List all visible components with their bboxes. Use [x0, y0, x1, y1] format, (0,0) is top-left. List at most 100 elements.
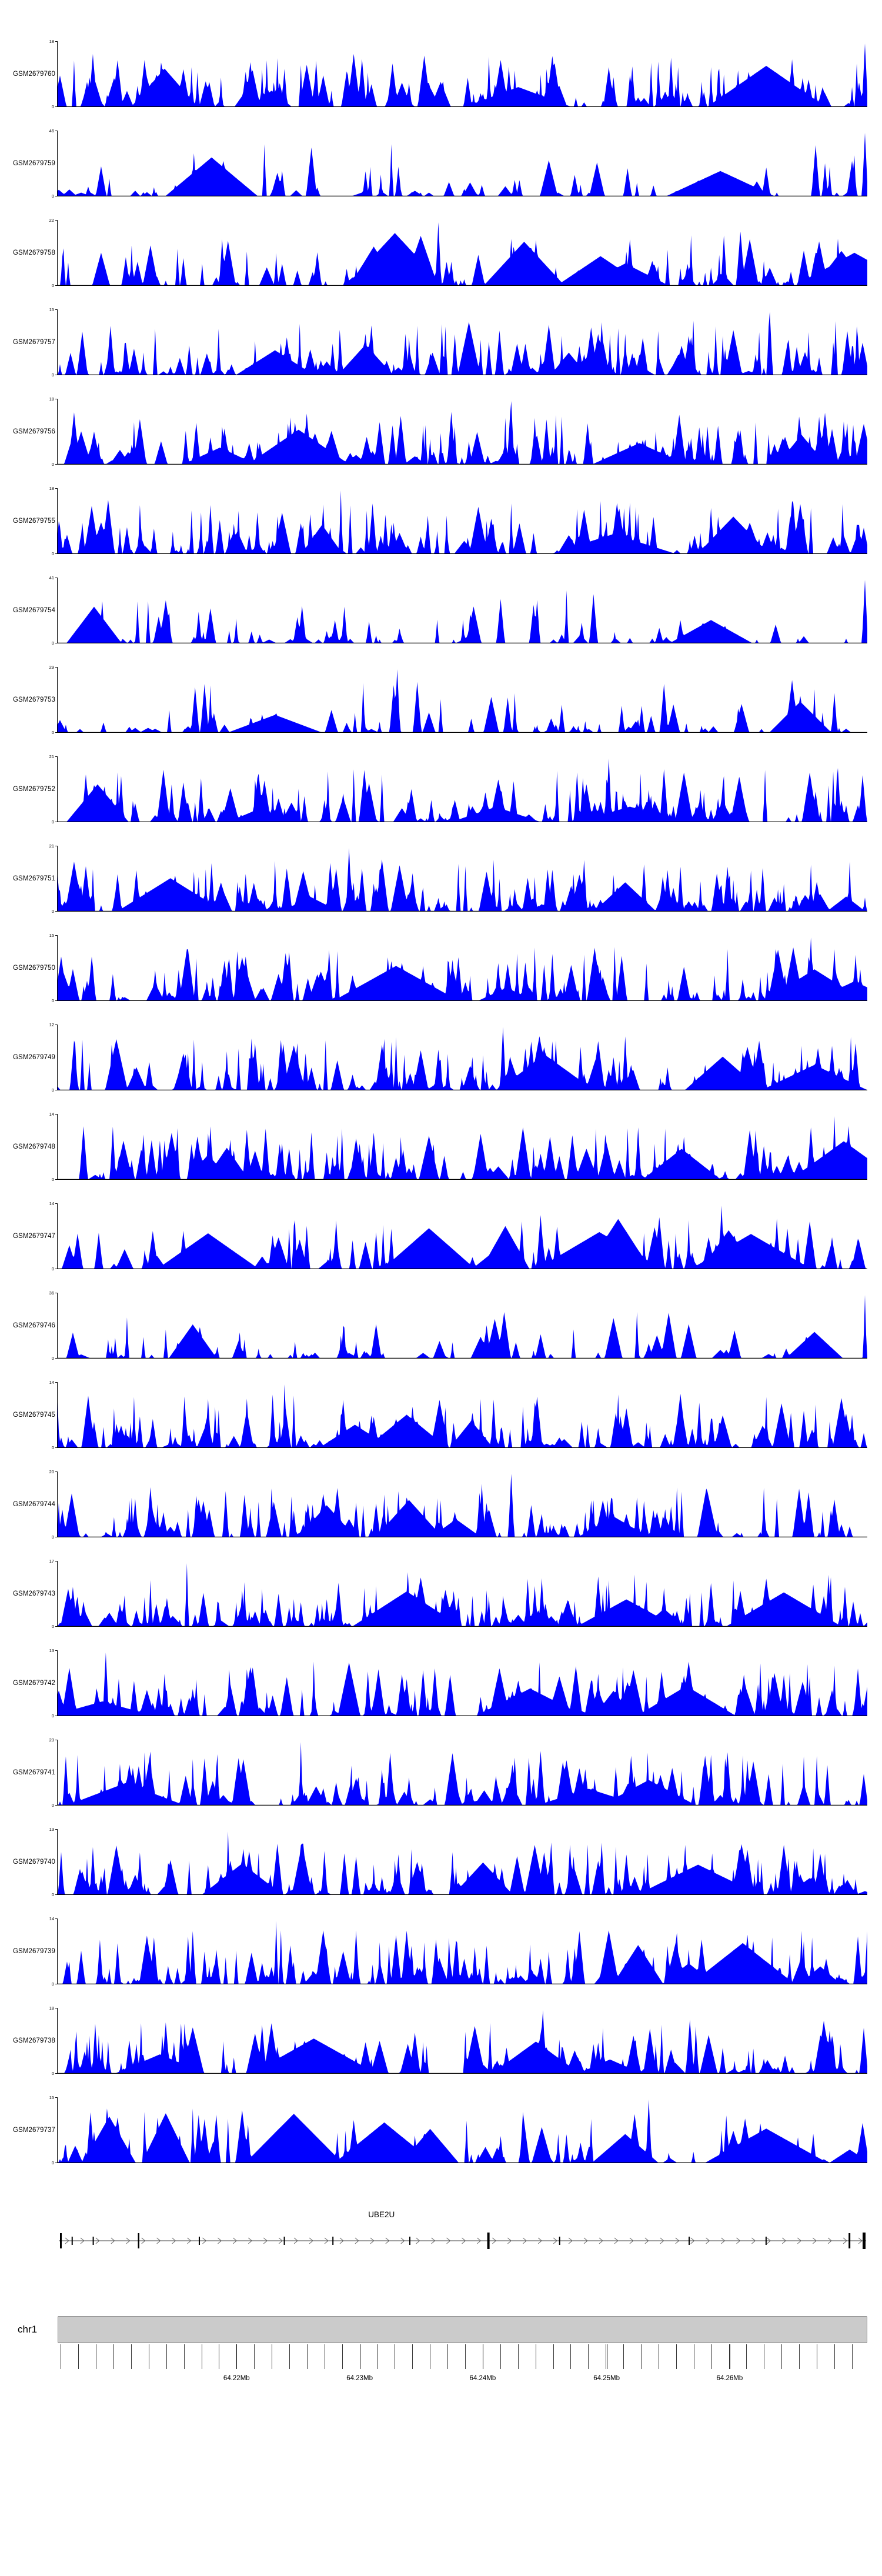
track-label: GSM2679756	[13, 428, 55, 435]
track-label: GSM2679752	[13, 786, 55, 793]
y-zero-label: 0	[51, 997, 54, 1003]
coverage-area	[58, 2100, 867, 2163]
axis-minor-tick	[289, 2344, 290, 2369]
strand-arrow-icon	[218, 2237, 222, 2244]
strand-arrow-icon	[599, 2237, 603, 2244]
coverage-area	[58, 580, 867, 643]
axis-major-tick	[236, 2344, 238, 2369]
coverage-track-row: GSM2679751 21 0	[0, 822, 882, 913]
y-max-label: 14	[49, 1111, 54, 1117]
track-label: GSM2679739	[13, 1948, 55, 1955]
y-axis-line	[57, 1114, 58, 1180]
strand-arrow-icon	[553, 2237, 557, 2244]
genome-axis: 64.22Mb 64.23Mb 64.24Mb 64.25Mb 64.26Mb	[58, 2343, 867, 2402]
y-axis: 12 0	[46, 1022, 58, 1092]
y-axis: 29 0	[46, 665, 58, 735]
coverage-plot	[58, 1829, 867, 1895]
y-zero-label: 0	[51, 640, 54, 646]
coverage-area-chart	[58, 1742, 867, 1806]
coverage-plot	[58, 1382, 867, 1448]
track-label: GSM2679746	[13, 1322, 55, 1329]
track-label: GSM2679741	[13, 1769, 55, 1776]
y-max-label: 13	[49, 1826, 54, 1832]
coverage-plot	[58, 935, 867, 1001]
coverage-area-chart	[58, 401, 867, 465]
axis-minor-tick	[588, 2344, 589, 2369]
track-label: GSM2679738	[13, 2037, 55, 2044]
y-axis-top-tick	[55, 935, 58, 936]
y-axis: 15 0	[46, 2094, 58, 2165]
coverage-track-row: GSM2679756 18 0	[0, 375, 882, 466]
y-axis-zero-tick	[55, 2073, 58, 2074]
y-axis-top-tick	[55, 1203, 58, 1204]
y-axis-zero-tick	[55, 1447, 58, 1448]
coverage-area	[58, 1474, 867, 1537]
y-axis-line	[57, 488, 58, 554]
coverage-area-chart	[58, 2100, 867, 2163]
y-axis: 14 0	[46, 1380, 58, 1450]
track-label: GSM2679751	[13, 875, 55, 882]
strand-arrow-icon	[233, 2237, 238, 2244]
y-axis: 21 0	[46, 754, 58, 824]
exon-box	[59, 2233, 62, 2248]
y-zero-label: 0	[51, 1981, 54, 1987]
axis-minor-tick	[447, 2344, 449, 2369]
y-axis-line	[57, 220, 58, 286]
coverage-area-chart	[58, 848, 867, 912]
coverage-area	[58, 312, 867, 375]
y-axis-top-tick	[55, 41, 58, 42]
exon-box	[487, 2233, 490, 2249]
y-max-label: 15	[49, 2094, 54, 2100]
axis-minor-tick	[254, 2344, 255, 2369]
y-max-label: 12	[49, 1022, 54, 1027]
coverage-area-chart	[58, 669, 867, 733]
strand-arrow-icon	[111, 2237, 115, 2244]
coverage-track-row: GSM2679741 23 0	[0, 1716, 882, 1807]
strand-arrow-icon	[721, 2237, 726, 2244]
y-axis-zero-tick	[55, 911, 58, 912]
exon-box	[689, 2237, 690, 2245]
strand-arrow-icon	[126, 2237, 131, 2244]
strand-arrow-icon	[706, 2237, 710, 2244]
strand-arrow-icon	[355, 2237, 359, 2244]
coverage-area	[58, 1563, 867, 1627]
coverage-tracks-panel: GSM2679760 18 0 GSM2679759 46 0	[0, 39, 882, 2165]
axis-minor-tick	[676, 2344, 677, 2369]
exon-box	[409, 2237, 410, 2245]
exon-box	[765, 2237, 767, 2245]
coverage-area	[58, 1027, 867, 1090]
coverage-plot	[58, 1650, 867, 1716]
coverage-area-chart	[58, 759, 867, 822]
y-axis-line	[57, 131, 58, 196]
axis-minor-tick	[799, 2344, 800, 2369]
coverage-track-row: GSM2679748 14 0	[0, 1090, 882, 1182]
coverage-plot	[58, 2008, 867, 2074]
strand-arrow-icon	[462, 2237, 466, 2244]
axis-minor-tick	[342, 2344, 343, 2369]
coverage-area-chart	[58, 1027, 867, 1090]
y-zero-label: 0	[51, 1891, 54, 1897]
coverage-track-row: GSM2679747 14 0	[0, 1180, 882, 1271]
strand-arrow-icon	[400, 2237, 405, 2244]
strand-arrow-icon	[293, 2237, 298, 2244]
axis-minor-tick	[183, 2344, 185, 2369]
coverage-track-row: GSM2679753 29 0	[0, 643, 882, 735]
track-label: GSM2679745	[13, 1412, 55, 1419]
coverage-area	[58, 1742, 867, 1806]
y-axis-top-tick	[55, 1829, 58, 1830]
y-axis-top-tick	[55, 488, 58, 489]
y-axis-top-tick	[55, 1114, 58, 1115]
strand-arrow-icon	[522, 2237, 527, 2244]
axis-minor-tick	[113, 2344, 114, 2369]
coverage-plot	[58, 1025, 867, 1090]
y-axis-line	[57, 578, 58, 643]
y-axis-line	[57, 667, 58, 733]
strand-arrow-icon	[583, 2237, 588, 2244]
track-label: GSM2679740	[13, 1858, 55, 1866]
axis-tick-label: 64.22Mb	[223, 2375, 250, 2382]
strand-arrow-icon	[172, 2237, 176, 2244]
coverage-plot	[58, 1918, 867, 1984]
coverage-area-chart	[58, 937, 867, 1001]
axis-minor-tick	[623, 2344, 624, 2369]
exon-box	[848, 2233, 851, 2248]
